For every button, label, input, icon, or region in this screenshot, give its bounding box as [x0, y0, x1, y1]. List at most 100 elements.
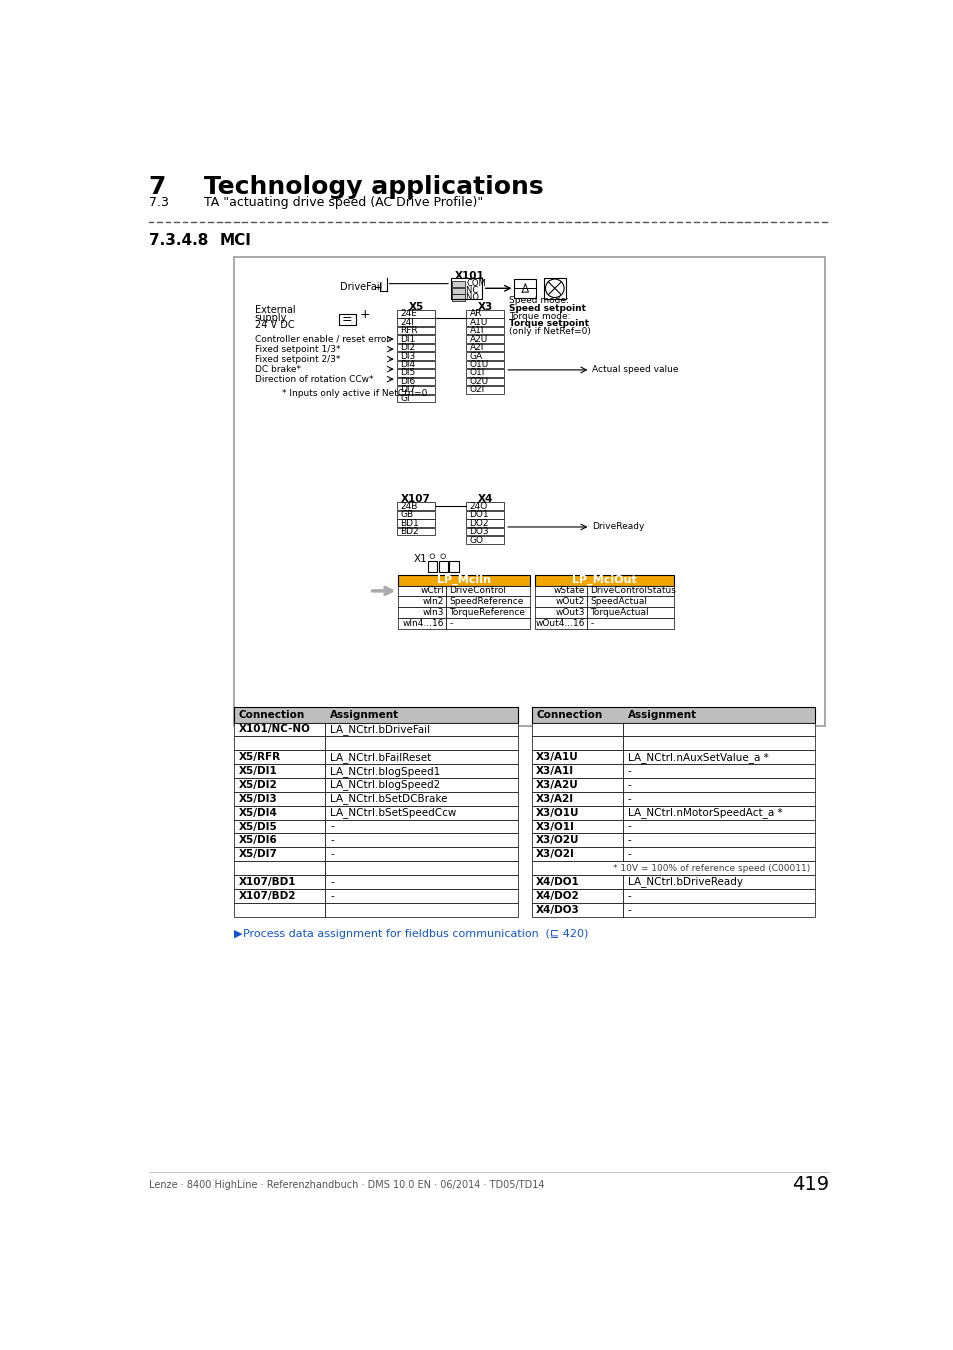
Text: MCI: MCI	[220, 234, 252, 248]
Bar	[622, 778, 815, 792]
Text: DI7: DI7	[400, 385, 416, 394]
Text: (only if NetRef=0): (only if NetRef=0)	[509, 327, 590, 336]
Text: DO2: DO2	[469, 518, 489, 528]
Bar	[325, 861, 517, 875]
Bar	[534, 618, 587, 629]
Text: X3/A1U: X3/A1U	[536, 752, 578, 763]
Bar	[396, 335, 435, 343]
Bar	[587, 618, 674, 629]
Text: LA_NCtrl.bFailReset: LA_NCtrl.bFailReset	[330, 752, 431, 763]
Text: X5/DI2: X5/DI2	[238, 780, 277, 790]
Bar	[587, 597, 674, 608]
Text: A1U: A1U	[469, 317, 487, 327]
Text: X107/BD1: X107/BD1	[238, 878, 295, 887]
Circle shape	[430, 554, 435, 559]
Text: SpeedActual: SpeedActual	[590, 597, 647, 606]
Bar	[233, 778, 325, 792]
Text: Actual speed value: Actual speed value	[592, 366, 678, 374]
Text: -: -	[627, 794, 631, 803]
Text: wState: wState	[553, 586, 584, 595]
Text: -: -	[627, 836, 631, 845]
Text: X5: X5	[408, 302, 423, 312]
Bar	[465, 510, 504, 518]
Text: -: -	[627, 904, 631, 915]
Text: -: -	[590, 618, 593, 628]
Bar	[465, 360, 504, 369]
Text: (⊑ 420): (⊑ 420)	[542, 929, 588, 938]
Bar	[587, 586, 674, 597]
Bar	[534, 608, 587, 618]
Bar	[397, 618, 446, 629]
Text: O1I: O1I	[469, 369, 484, 378]
Text: Technology applications: Technology applications	[204, 174, 543, 198]
Text: DC brake*: DC brake*	[254, 364, 300, 374]
Text: Speed mode:: Speed mode:	[509, 296, 568, 305]
Bar	[622, 903, 815, 917]
Bar	[233, 848, 325, 861]
Text: -: -	[449, 618, 452, 628]
Text: LA_NCtrl.bSetDCBrake: LA_NCtrl.bSetDCBrake	[330, 794, 447, 805]
Bar	[465, 319, 504, 325]
Bar	[622, 792, 815, 806]
Bar	[325, 833, 517, 848]
Text: wCtrl: wCtrl	[420, 586, 443, 595]
Bar	[233, 258, 823, 726]
Bar	[587, 608, 674, 618]
Bar	[438, 560, 447, 571]
Text: X3/A1I: X3/A1I	[536, 765, 574, 776]
Text: Connection: Connection	[238, 710, 305, 720]
Text: 24B: 24B	[400, 502, 417, 510]
Bar	[233, 792, 325, 806]
Text: DO1: DO1	[469, 510, 489, 520]
Text: LA_NCtrl.bDriveReady: LA_NCtrl.bDriveReady	[627, 876, 741, 887]
Bar	[452, 281, 464, 286]
Bar	[325, 903, 517, 917]
Text: X5/DI3: X5/DI3	[238, 794, 277, 803]
Text: Torque mode:: Torque mode:	[509, 312, 570, 320]
Bar	[622, 722, 815, 736]
Bar	[531, 819, 622, 833]
Text: NC: NC	[466, 286, 481, 296]
Text: -: -	[330, 891, 334, 900]
Text: NO: NO	[466, 293, 481, 302]
Bar	[514, 279, 536, 297]
Text: -: -	[627, 765, 631, 776]
Bar	[325, 751, 517, 764]
Text: LA_NCtrl.nMotorSpeedAct_a *: LA_NCtrl.nMotorSpeedAct_a *	[627, 807, 781, 818]
Bar	[531, 861, 815, 875]
Text: O2I: O2I	[469, 385, 484, 394]
Text: 24 V DC: 24 V DC	[254, 320, 294, 331]
Bar	[396, 360, 435, 369]
Text: 419: 419	[791, 1174, 828, 1193]
Bar	[397, 608, 446, 618]
Bar	[465, 378, 504, 385]
Bar	[465, 520, 504, 526]
Text: A2I: A2I	[469, 343, 483, 352]
Text: 7.3.4.8: 7.3.4.8	[149, 234, 208, 248]
Text: X107/BD2: X107/BD2	[238, 891, 295, 900]
Text: -: -	[330, 849, 334, 859]
Bar	[465, 352, 504, 360]
Text: DO3: DO3	[469, 526, 489, 536]
Text: X3/O1I: X3/O1I	[536, 822, 575, 832]
Text: Fixed setpoint 2/3*: Fixed setpoint 2/3*	[254, 355, 340, 363]
Bar	[233, 819, 325, 833]
Text: External: External	[254, 305, 295, 315]
Bar	[622, 751, 815, 764]
Bar	[531, 875, 622, 888]
Bar	[233, 707, 517, 722]
Bar	[396, 310, 435, 317]
Text: GO: GO	[469, 536, 483, 544]
Text: DI1: DI1	[400, 335, 416, 344]
Bar	[396, 502, 435, 510]
Bar	[622, 764, 815, 778]
Text: wIn3: wIn3	[422, 608, 443, 617]
Bar	[449, 560, 458, 571]
Text: LA_NCtrl.nAuxSetValue_a *: LA_NCtrl.nAuxSetValue_a *	[627, 752, 767, 763]
Bar	[452, 288, 464, 294]
Bar	[531, 778, 622, 792]
Bar	[396, 344, 435, 351]
Text: TorqueActual: TorqueActual	[590, 608, 648, 617]
Bar	[396, 520, 435, 526]
Text: BD2: BD2	[400, 526, 418, 536]
